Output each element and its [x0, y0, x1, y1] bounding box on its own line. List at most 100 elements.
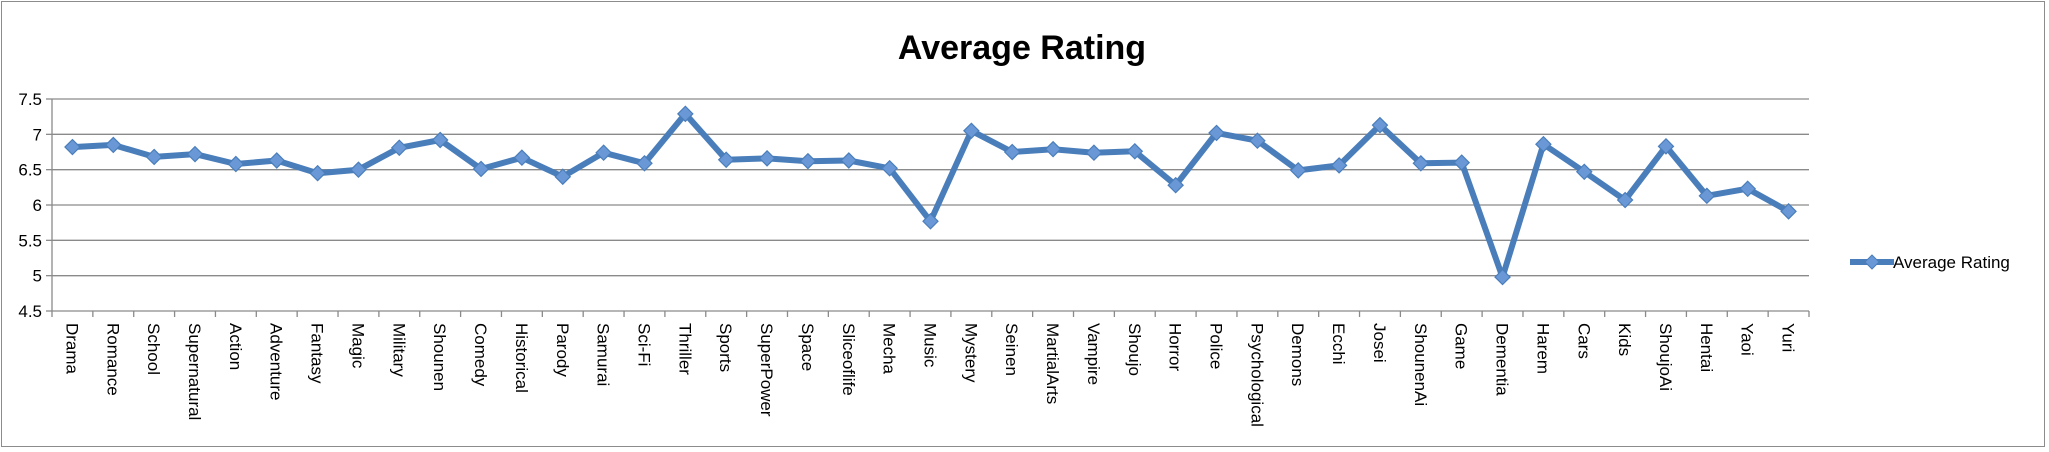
- axis-layer: [46, 98, 1810, 317]
- data-point-marker: [1330, 157, 1348, 174]
- data-point-marker: [1739, 180, 1757, 198]
- x-tick-label: Action: [226, 323, 245, 370]
- data-point-marker: [676, 105, 694, 123]
- series-layer: [64, 105, 1797, 286]
- grid-layer: [52, 98, 1809, 312]
- data-point-marker: [227, 155, 245, 173]
- x-tick-label: Josei: [1370, 323, 1389, 363]
- data-point-marker: [1126, 142, 1144, 160]
- x-axis-tick-labels: Drama Romance School Supernatural Action Adve…: [62, 323, 1797, 427]
- data-point-marker: [554, 168, 572, 186]
- x-tick-label: Dementia: [1493, 323, 1512, 396]
- x-tick-label: Yaoi: [1738, 323, 1757, 356]
- series-line: [69, 110, 1792, 281]
- data-point-marker: [1003, 143, 1021, 161]
- legend-label: Average Rating: [1893, 253, 2010, 272]
- data-point-marker: [1575, 163, 1593, 181]
- data-point-marker: [1535, 135, 1552, 153]
- x-tick-label: Cars: [1574, 323, 1593, 359]
- data-point-marker: [104, 136, 122, 154]
- x-tick-label: Parody: [553, 323, 572, 377]
- data-point-marker: [881, 159, 898, 177]
- x-tick-label: SuperPower: [757, 323, 776, 417]
- x-tick-label: Supernatural: [185, 323, 204, 420]
- x-tick-label: Historical: [512, 323, 531, 393]
- data-point-marker: [1044, 140, 1062, 158]
- data-point-marker: [431, 131, 449, 149]
- x-tick-label: Magic: [348, 323, 367, 369]
- x-tick-label: Vampire: [1084, 323, 1103, 385]
- legend: Average Rating: [1850, 253, 2010, 272]
- data-point-marker: [1208, 124, 1225, 142]
- x-tick-label: Demons: [1288, 323, 1307, 386]
- data-point-marker: [1494, 268, 1511, 286]
- x-tick-label: Romance: [103, 323, 122, 396]
- data-point-marker: [513, 149, 531, 167]
- data-point-marker: [922, 212, 939, 230]
- data-point-marker: [963, 122, 980, 140]
- x-tick-label: Space: [798, 323, 817, 371]
- data-point-marker: [1780, 203, 1797, 220]
- x-tick-label: Kids: [1615, 323, 1634, 356]
- data-point-marker: [1616, 191, 1634, 209]
- x-tick-label: Ecchi: [1329, 323, 1348, 365]
- x-tick-label: Samurai: [594, 323, 613, 386]
- x-tick-label: Comedy: [471, 323, 490, 387]
- y-tick-label: 4.5: [18, 302, 42, 321]
- data-point-marker: [1167, 176, 1185, 194]
- data-point-marker: [595, 144, 612, 162]
- x-tick-label: Sliceoflife: [839, 323, 858, 396]
- x-tick-label: Thriller: [675, 323, 694, 375]
- data-point-marker: [309, 164, 326, 182]
- x-tick-label: Fantasy: [308, 323, 327, 384]
- x-tick-label: Shounen: [430, 323, 449, 391]
- chart-title: Average Rating: [898, 29, 1146, 67]
- data-point-marker: [472, 160, 490, 178]
- data-point-marker: [390, 139, 408, 157]
- data-point-marker: [1453, 154, 1471, 171]
- x-tick-label: Mystery: [961, 323, 980, 383]
- data-point-marker: [636, 154, 653, 172]
- x-tick-label: Hentai: [1697, 323, 1716, 372]
- y-tick-label: 7: [33, 125, 42, 144]
- x-tick-label: Drama: [62, 323, 81, 375]
- x-tick-label: ShoujoAi: [1656, 323, 1675, 391]
- data-point-marker: [1085, 144, 1103, 162]
- y-axis-tick-labels: 4.5 5 5.5 6 6.5 7 7.5: [18, 90, 42, 321]
- data-point-marker: [1698, 187, 1716, 205]
- x-tick-label: Horror: [1166, 323, 1185, 372]
- x-tick-label: Psychological: [1247, 323, 1266, 427]
- x-tick-label: Sports: [716, 323, 735, 372]
- data-point-marker: [1657, 137, 1675, 155]
- data-point-marker: [1249, 132, 1266, 150]
- x-tick-label: Yuri: [1779, 323, 1798, 352]
- data-point-marker: [840, 152, 858, 169]
- data-point-marker: [186, 145, 204, 163]
- x-tick-label: Seinen: [1002, 323, 1021, 376]
- data-point-marker: [799, 152, 817, 170]
- x-tick-label: Adventure: [267, 323, 286, 401]
- data-point-marker: [1371, 116, 1389, 134]
- legend-diamond-marker: [1864, 254, 1880, 270]
- x-tick-label: Military: [389, 323, 408, 377]
- x-tick-label: School: [144, 323, 163, 375]
- x-tick-label: Mecha: [880, 323, 899, 375]
- x-tick-label: Harem: [1533, 323, 1552, 374]
- x-tick-label: MartialArts: [1043, 323, 1062, 404]
- y-tick-label: 6.5: [18, 161, 42, 180]
- data-point-marker: [145, 148, 163, 166]
- data-point-marker: [1289, 162, 1307, 179]
- x-tick-label: ShounenAi: [1411, 323, 1430, 406]
- x-tick-label: Sci-Fi: [634, 323, 653, 366]
- data-point-marker: [1412, 154, 1430, 172]
- x-tick-label: Game: [1452, 323, 1471, 369]
- x-tick-label: Shoujo: [1125, 323, 1144, 376]
- data-point-marker: [758, 150, 776, 167]
- y-tick-label: 5.5: [18, 231, 42, 250]
- data-point-marker: [717, 151, 735, 169]
- data-point-marker: [64, 138, 81, 156]
- y-tick-label: 6: [33, 196, 42, 215]
- y-tick-label: 5: [33, 267, 42, 286]
